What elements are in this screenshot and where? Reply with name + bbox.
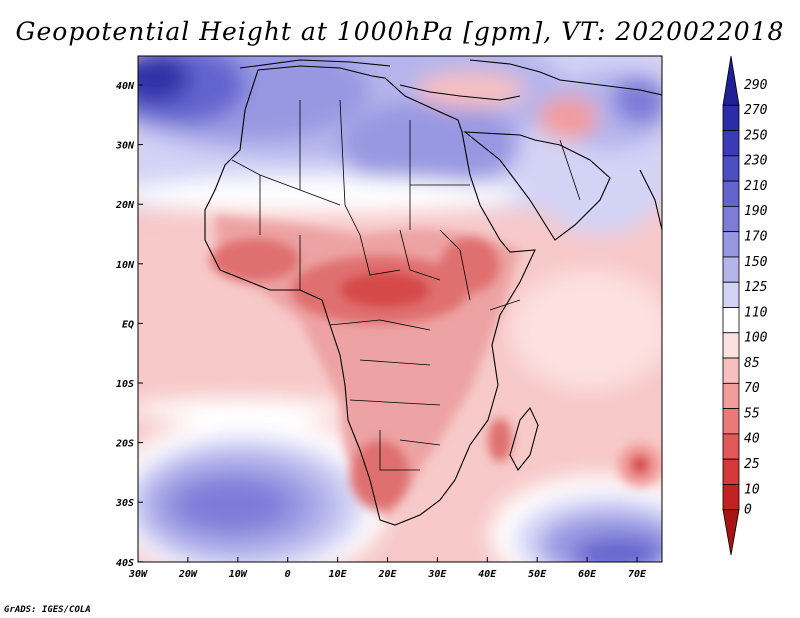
colorbar-swatch: [722, 484, 740, 511]
colorbar-label: 25: [744, 457, 760, 472]
lon-tick-label: 30W: [128, 569, 148, 580]
colorbar-swatch: [722, 155, 740, 182]
colorbar-label: 170: [744, 230, 768, 245]
lon-tick-label: 20E: [377, 569, 397, 580]
colorbar-swatch: [722, 408, 740, 435]
lon-tick-label: 40E: [478, 569, 497, 580]
madagascar-coastline: [509, 406, 539, 471]
colorbar-swatch: [722, 205, 740, 233]
colorbar-swatch: [722, 433, 740, 460]
europe-coastline: [239, 59, 662, 101]
colorbar-label: 70: [744, 381, 760, 396]
colorbar-label: 100: [744, 331, 768, 346]
lon-tick-label: 60E: [578, 569, 597, 580]
colorbar-swatch: [722, 130, 740, 157]
colorbar-swatch: [722, 281, 740, 308]
credit-label: GrADS: IGES/COLA: [4, 605, 91, 615]
lon-tick-label: 50E: [528, 569, 547, 580]
lat-tick-label: 40S: [116, 558, 134, 569]
colorbar-label: 40: [744, 432, 760, 447]
colorbar-label: 190: [744, 204, 768, 219]
lat-tick-label: 20N: [115, 200, 135, 211]
colorbar-label: 10: [744, 482, 760, 497]
lat-tick-label: 40N: [116, 81, 135, 92]
colorbar-label: 230: [744, 154, 768, 169]
colorbar-swatch: [722, 307, 740, 334]
country-borders: [231, 99, 581, 471]
lon-tick-label: 70E: [628, 569, 647, 580]
longitude-axis: 30W 20W 10W 0 10E 20E 30E 40E 50E 60E 70E: [128, 557, 647, 580]
lat-tick-label: 10S: [116, 379, 134, 390]
colorbar-label: 270: [744, 103, 768, 118]
colorbar-swatch: [722, 231, 740, 258]
colorbar: 2902702502302101901701501251101008570554…: [722, 55, 768, 556]
lat-tick-label: 20S: [115, 439, 134, 450]
colorbar-label: 210: [744, 179, 768, 194]
arabia-coastline: [463, 131, 611, 241]
africa-coastline: [204, 65, 536, 526]
map-frame: [137, 55, 663, 563]
geopotential-field: [138, 56, 662, 562]
lat-tick-label: 30N: [115, 141, 135, 152]
colorbar-label: 0: [744, 503, 752, 518]
colorbar-label: 110: [744, 305, 768, 320]
lon-tick-label: 30E: [427, 569, 447, 580]
colorbar-arrow-bottom: [722, 509, 740, 556]
colorbar-label: 250: [744, 128, 768, 143]
lat-tick-label: 30S: [115, 498, 134, 509]
india-coastline: [639, 169, 662, 231]
lon-tick-label: 0: [285, 569, 291, 580]
colorbar-swatch: [722, 332, 740, 359]
lon-tick-label: 10E: [329, 569, 348, 580]
lon-tick-label: 10W: [229, 569, 248, 580]
colorbar-label: 290: [744, 78, 768, 93]
colorbar-swatch: [722, 458, 740, 485]
colorbar-label: 150: [744, 255, 768, 270]
colorbar-label: 125: [744, 280, 768, 295]
map-title: Geopotential Height at 1000hPa [gpm], VT…: [16, 17, 785, 46]
colorbar-label: 85: [744, 356, 760, 371]
colorbar-swatch: [722, 104, 740, 131]
colorbar-arrow-top: [722, 55, 740, 106]
colorbar-swatch: [722, 382, 740, 410]
latitude-axis: 40N 30N 20N 10N EQ 10S 20S 30S 40S: [115, 81, 143, 569]
colorbar-swatch: [722, 357, 740, 384]
lat-tick-label: 10N: [116, 260, 135, 271]
lon-tick-label: 20W: [178, 569, 198, 580]
lat-tick-label: EQ: [122, 319, 134, 330]
colorbar-swatch: [722, 180, 740, 207]
colorbar-label: 55: [744, 406, 760, 421]
colorbar-swatch: [722, 256, 740, 283]
